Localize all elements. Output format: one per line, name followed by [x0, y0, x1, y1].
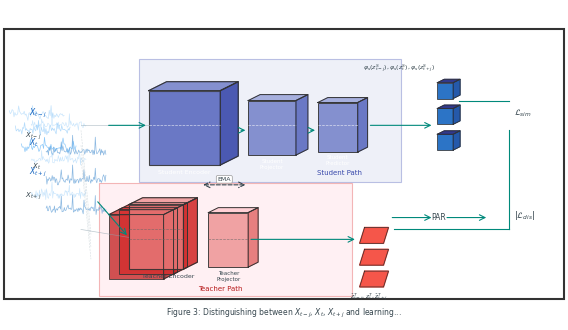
FancyBboxPatch shape [318, 103, 358, 152]
Polygon shape [109, 208, 178, 214]
FancyBboxPatch shape [119, 210, 174, 274]
FancyBboxPatch shape [129, 205, 183, 269]
FancyBboxPatch shape [437, 83, 453, 99]
Polygon shape [437, 105, 460, 109]
FancyBboxPatch shape [109, 214, 164, 279]
Text: $X_t$: $X_t$ [32, 162, 41, 172]
Text: Teacher Path: Teacher Path [198, 286, 243, 292]
FancyBboxPatch shape [208, 213, 248, 267]
Polygon shape [183, 198, 198, 269]
Polygon shape [360, 249, 389, 265]
Polygon shape [360, 271, 389, 287]
Polygon shape [437, 131, 460, 134]
Text: $|\mathcal{L}_{dis}|$: $|\mathcal{L}_{dis}|$ [514, 209, 535, 221]
Text: Student
Projector: Student Projector [260, 159, 284, 170]
Text: $X_{t-j}$: $X_{t-j}$ [25, 131, 41, 142]
Text: PAR: PAR [431, 213, 446, 222]
Polygon shape [437, 79, 460, 83]
Polygon shape [296, 95, 308, 155]
Polygon shape [220, 82, 238, 165]
Text: Student Path: Student Path [317, 170, 362, 176]
Text: $X_{t+j}$: $X_{t+j}$ [29, 166, 47, 180]
FancyBboxPatch shape [99, 183, 352, 296]
Text: Student
Predictor: Student Predictor [325, 155, 350, 166]
Polygon shape [129, 198, 198, 205]
FancyBboxPatch shape [437, 109, 453, 124]
Text: $\hat{z}^{T}_{t-j}, z^{T}_t, \hat{z}^{T}_{t+j}$: $\hat{z}^{T}_{t-j}, z^{T}_t, \hat{z}^{T}… [350, 291, 389, 304]
Polygon shape [208, 208, 258, 213]
FancyBboxPatch shape [437, 134, 453, 150]
Text: Student Encoder: Student Encoder [158, 170, 211, 175]
FancyBboxPatch shape [139, 59, 402, 182]
Polygon shape [453, 105, 460, 124]
FancyBboxPatch shape [149, 91, 220, 165]
Polygon shape [149, 82, 238, 91]
Polygon shape [360, 227, 389, 243]
Text: Figure 3: Distinguishing between $X_{t-j}$, $X_t$, $X_{t+j}$ and learning...: Figure 3: Distinguishing between $X_{t-j… [166, 307, 402, 320]
Polygon shape [318, 98, 367, 103]
Text: $X_t$: $X_t$ [29, 136, 39, 149]
Polygon shape [174, 203, 187, 274]
Text: Teacher
Projector: Teacher Projector [216, 271, 240, 282]
Polygon shape [164, 208, 178, 279]
FancyBboxPatch shape [248, 101, 296, 155]
Text: $\varphi_s(z^{S}_{t-j}), \varphi_s(z^{S}_t), \varphi_s(z^{S}_{t+j})$: $\varphi_s(z^{S}_{t-j}), \varphi_s(z^{S}… [364, 63, 436, 76]
Polygon shape [119, 203, 187, 210]
Text: EMA: EMA [218, 177, 231, 182]
Polygon shape [248, 95, 308, 101]
Text: $\mathcal{L}_{sim}$: $\mathcal{L}_{sim}$ [514, 108, 532, 119]
Polygon shape [248, 208, 258, 267]
Text: $X_{t+j}$: $X_{t+j}$ [25, 190, 41, 202]
Polygon shape [453, 79, 460, 99]
FancyBboxPatch shape [5, 29, 563, 299]
Polygon shape [453, 131, 460, 150]
Text: Teacher Encoder: Teacher Encoder [143, 274, 195, 279]
Text: $X_{t-j}$: $X_{t-j}$ [29, 107, 47, 120]
Polygon shape [358, 98, 367, 152]
